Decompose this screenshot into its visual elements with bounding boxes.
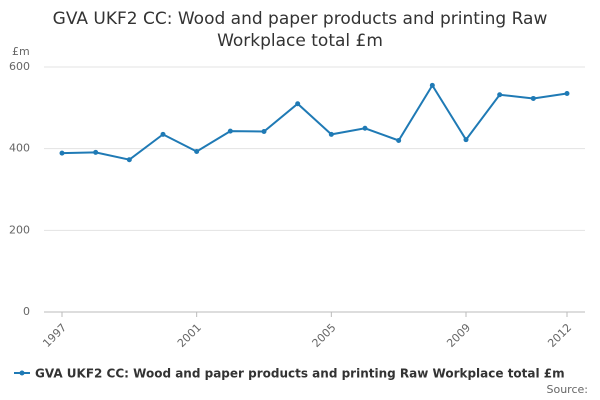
- point: [362, 125, 368, 131]
- y-tick-label: 0: [23, 305, 30, 318]
- x-tick-label: 2009: [444, 321, 473, 350]
- point: [227, 128, 233, 134]
- x-tick-label: 2012: [545, 321, 574, 350]
- point: [328, 131, 334, 137]
- chart-title: GVA UKF2 CC: Wood and paper products and…: [52, 9, 548, 51]
- point: [530, 95, 536, 101]
- source: Source:: [547, 383, 589, 396]
- point: [463, 137, 469, 143]
- point: [59, 150, 65, 156]
- point: [194, 149, 200, 155]
- point: [564, 91, 570, 97]
- point: [497, 92, 503, 98]
- y-tick-label: 400: [9, 142, 30, 155]
- point: [261, 129, 267, 135]
- x-tick-label: 1997: [40, 321, 69, 350]
- point: [429, 82, 435, 88]
- line: [61, 83, 568, 161]
- y-axis-label: £m: [12, 45, 30, 58]
- point: [295, 101, 301, 107]
- y-tick-label: 600: [9, 60, 30, 73]
- legend-marker: [19, 370, 25, 376]
- y-tick-label: 200: [9, 223, 30, 236]
- point: [126, 157, 132, 163]
- x-tick-label: 2005: [310, 321, 339, 350]
- x-tick-label: 2001: [175, 321, 204, 350]
- point: [160, 131, 166, 137]
- legend-label: GVA UKF2 CC: Wood and paper products and…: [35, 367, 565, 381]
- point: [93, 149, 99, 155]
- point: [396, 138, 402, 143]
